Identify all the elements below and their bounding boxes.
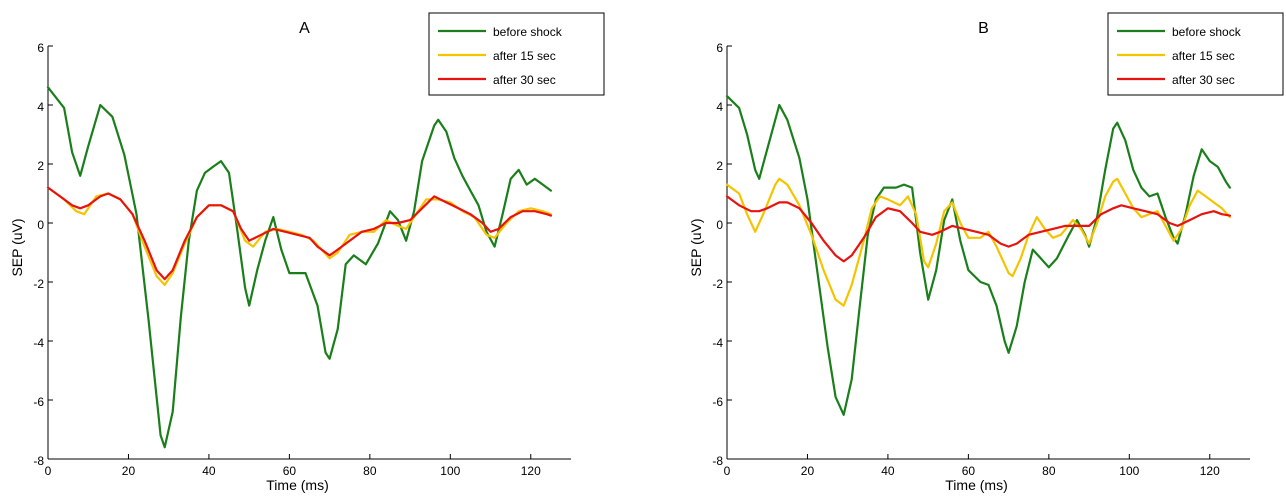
y-tick-label: -6 [33, 395, 44, 409]
series-line-after-30-sec [725, 195, 1231, 263]
chart-title: A [299, 20, 310, 37]
plot-area [48, 46, 571, 459]
legend: before shock after 15 sec after 30 sec [428, 12, 605, 96]
x-tick-label: 100 [1119, 464, 1139, 478]
y-tick-label: -2 [712, 277, 723, 291]
y-tick-label: -2 [33, 277, 44, 291]
y-tick-label: 4 [716, 100, 723, 114]
x-tick-label: 80 [363, 464, 377, 478]
y-axis-label: SEP (uV) [688, 218, 704, 276]
x-tick-label: 100 [440, 464, 460, 478]
y-tick-label: -8 [712, 454, 723, 468]
x-tick-label: 40 [202, 464, 216, 478]
series-line-after-30-sec [46, 186, 552, 281]
y-tick-label: 0 [716, 218, 723, 232]
y-tick-label: 2 [37, 159, 44, 173]
y-tick-label: -4 [33, 336, 44, 350]
legend-entry: after 30 sec [493, 73, 556, 87]
y-tick-label: 2 [716, 159, 723, 173]
y-axis-label: SEP (uV) [9, 218, 25, 276]
legend-entry: after 15 sec [493, 49, 556, 63]
x-tick-label: 80 [1042, 464, 1056, 478]
x-tick-label: 60 [962, 464, 976, 478]
y-tick-label: 6 [37, 41, 44, 55]
x-axis-label: Time (ms) [945, 477, 1007, 493]
x-tick-label: 60 [283, 464, 297, 478]
chart-title: B [978, 20, 989, 37]
y-tick-label: 6 [716, 41, 723, 55]
x-tick-label: 20 [122, 464, 136, 478]
y-tick-label: 0 [37, 218, 44, 232]
x-axis-label: Time (ms) [266, 477, 328, 493]
legend-entry: after 30 sec [1172, 73, 1235, 87]
legend-entry: before shock [1172, 25, 1242, 39]
x-tick-label: 120 [521, 464, 541, 478]
legend-entry: before shock [493, 25, 563, 39]
y-tick-label: 4 [37, 100, 44, 114]
y-tick-label: -8 [33, 454, 44, 468]
x-tick-label: 20 [801, 464, 815, 478]
x-tick-label: 40 [881, 464, 895, 478]
y-tick-label: -6 [712, 395, 723, 409]
y-tick-label: -4 [712, 336, 723, 350]
plot-area [727, 46, 1250, 459]
x-tick-label: 0 [45, 464, 52, 478]
x-tick-label: 120 [1200, 464, 1220, 478]
series-line-after-15-sec [725, 177, 1231, 307]
legend: before shock after 15 sec after 30 sec [1107, 12, 1284, 96]
series-line-before-shock [46, 86, 552, 449]
series-line-before-shock [725, 95, 1231, 416]
x-tick-label: 0 [724, 464, 731, 478]
legend-entry: after 15 sec [1172, 49, 1235, 63]
